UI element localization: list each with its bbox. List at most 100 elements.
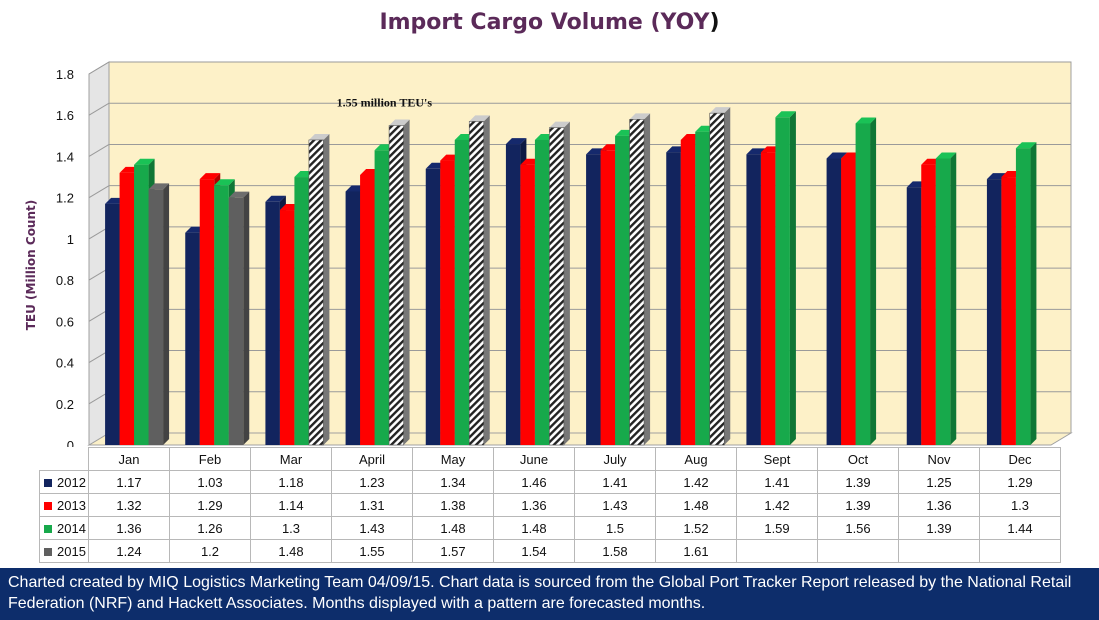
table-header-row: Jan Feb Mar April May June July Aug Sept Oct Nov De… (39, 447, 1061, 471)
data-label: 1.24 (88, 539, 170, 563)
table-row: 2013 1.32 1.29 1.14 1.31 1.38 1.36 1.43 1.48 1.42… (39, 493, 1061, 517)
data-label: 1.44 (979, 516, 1061, 540)
bar-front (826, 158, 842, 445)
bar (308, 133, 330, 446)
data-table: Jan Feb Mar April May June July Aug Sept Oct Nov De… (39, 447, 1061, 563)
legend-entry: 2012 (39, 470, 89, 494)
bar-side (243, 191, 250, 445)
table-row: 2015 1.24 1.2 1.48 1.55 1.57 1.54 1.58 1.61 (39, 539, 1061, 563)
data-label: 1.43 (574, 493, 656, 517)
bar-front (615, 135, 630, 446)
bar-side (323, 133, 330, 445)
bar (855, 117, 877, 445)
data-label: 1.2 (169, 539, 251, 563)
data-label: 1.14 (250, 493, 332, 517)
data-label: 1.48 (250, 539, 332, 563)
bar-top (935, 152, 957, 159)
bar-front (308, 139, 324, 446)
bar-top (134, 158, 155, 165)
bar-front (468, 121, 485, 446)
x-category-label: Feb (169, 447, 251, 471)
bar-front (345, 191, 361, 445)
data-label: 1.38 (412, 493, 494, 517)
bar-side (403, 119, 410, 446)
bar-side (1030, 142, 1037, 445)
data-label: 1.03 (169, 470, 251, 494)
bar (629, 113, 651, 446)
x-category-label: April (331, 447, 413, 471)
bar-top (549, 121, 570, 128)
data-label: 1.58 (574, 539, 656, 563)
bar-front (294, 177, 309, 446)
legend-swatch (44, 502, 52, 511)
bar (709, 107, 731, 446)
y-tick-label: 0.4 (56, 356, 74, 371)
x-category-label: Dec (979, 447, 1061, 471)
y-tick-label: 0 (67, 438, 74, 447)
legend-swatch (44, 548, 52, 557)
data-label: 1.46 (493, 470, 575, 494)
data-label: 1.43 (331, 516, 413, 540)
bar-top (505, 138, 527, 145)
bar (388, 119, 410, 446)
legend-swatch (44, 479, 52, 488)
chart-title: Import Cargo Volume (YOY) (0, 10, 1099, 35)
bar-top (265, 195, 286, 202)
y-tick-label: 1.4 (56, 149, 74, 164)
bar-front (629, 119, 645, 446)
data-label: 1.3 (979, 493, 1061, 517)
data-label: 1.48 (655, 493, 737, 517)
data-label (817, 539, 899, 563)
bar-top (389, 119, 410, 126)
data-label: 1.48 (493, 516, 575, 540)
bar-side (483, 115, 490, 446)
data-label: 1.48 (412, 516, 494, 540)
data-label: 1.55 (331, 539, 413, 563)
bar (1015, 142, 1037, 445)
bar-front (760, 152, 776, 446)
x-category-label: Nov (898, 447, 980, 471)
data-label: 1.54 (493, 539, 575, 563)
data-label: 1.41 (574, 470, 656, 494)
gridline-side (88, 185, 110, 199)
data-label: 1.29 (979, 470, 1061, 494)
bar-top (199, 173, 221, 180)
bar (468, 115, 490, 446)
bar (148, 183, 170, 445)
bar-front (134, 164, 149, 445)
bar-front (935, 158, 951, 445)
bar (549, 121, 570, 446)
x-category-label: July (574, 447, 656, 471)
bar-front (666, 152, 681, 446)
bar-top (148, 183, 170, 190)
gridline-side (88, 61, 110, 75)
bar-front (185, 232, 200, 445)
legend-label: 2013 (57, 497, 86, 513)
legend-label: 2015 (57, 543, 86, 559)
bar-front (388, 125, 404, 446)
bar-front (746, 154, 761, 445)
x-category-label: Oct (817, 447, 899, 471)
bar-front (360, 174, 375, 445)
bar-side (724, 107, 731, 446)
data-label: 1.59 (736, 516, 818, 540)
legend-entry: 2013 (39, 493, 89, 517)
data-label: 1.41 (736, 470, 818, 494)
bar-front (105, 203, 120, 445)
data-label: 1.39 (898, 516, 980, 540)
bar-top (855, 117, 877, 124)
legend-label: 2012 (57, 474, 86, 490)
x-category-label: June (493, 447, 575, 471)
gridline-side (88, 102, 110, 116)
data-label: 1.29 (169, 493, 251, 517)
y-tick-label: 1.2 (56, 191, 74, 206)
bar-front (709, 112, 725, 446)
bar-front (855, 123, 871, 445)
data-label (898, 539, 980, 563)
bar-top (214, 179, 235, 186)
data-label: 1.42 (655, 470, 737, 494)
bar-side (950, 152, 957, 445)
bar-front (199, 179, 215, 445)
bar-front (374, 150, 390, 445)
bar (935, 152, 957, 445)
